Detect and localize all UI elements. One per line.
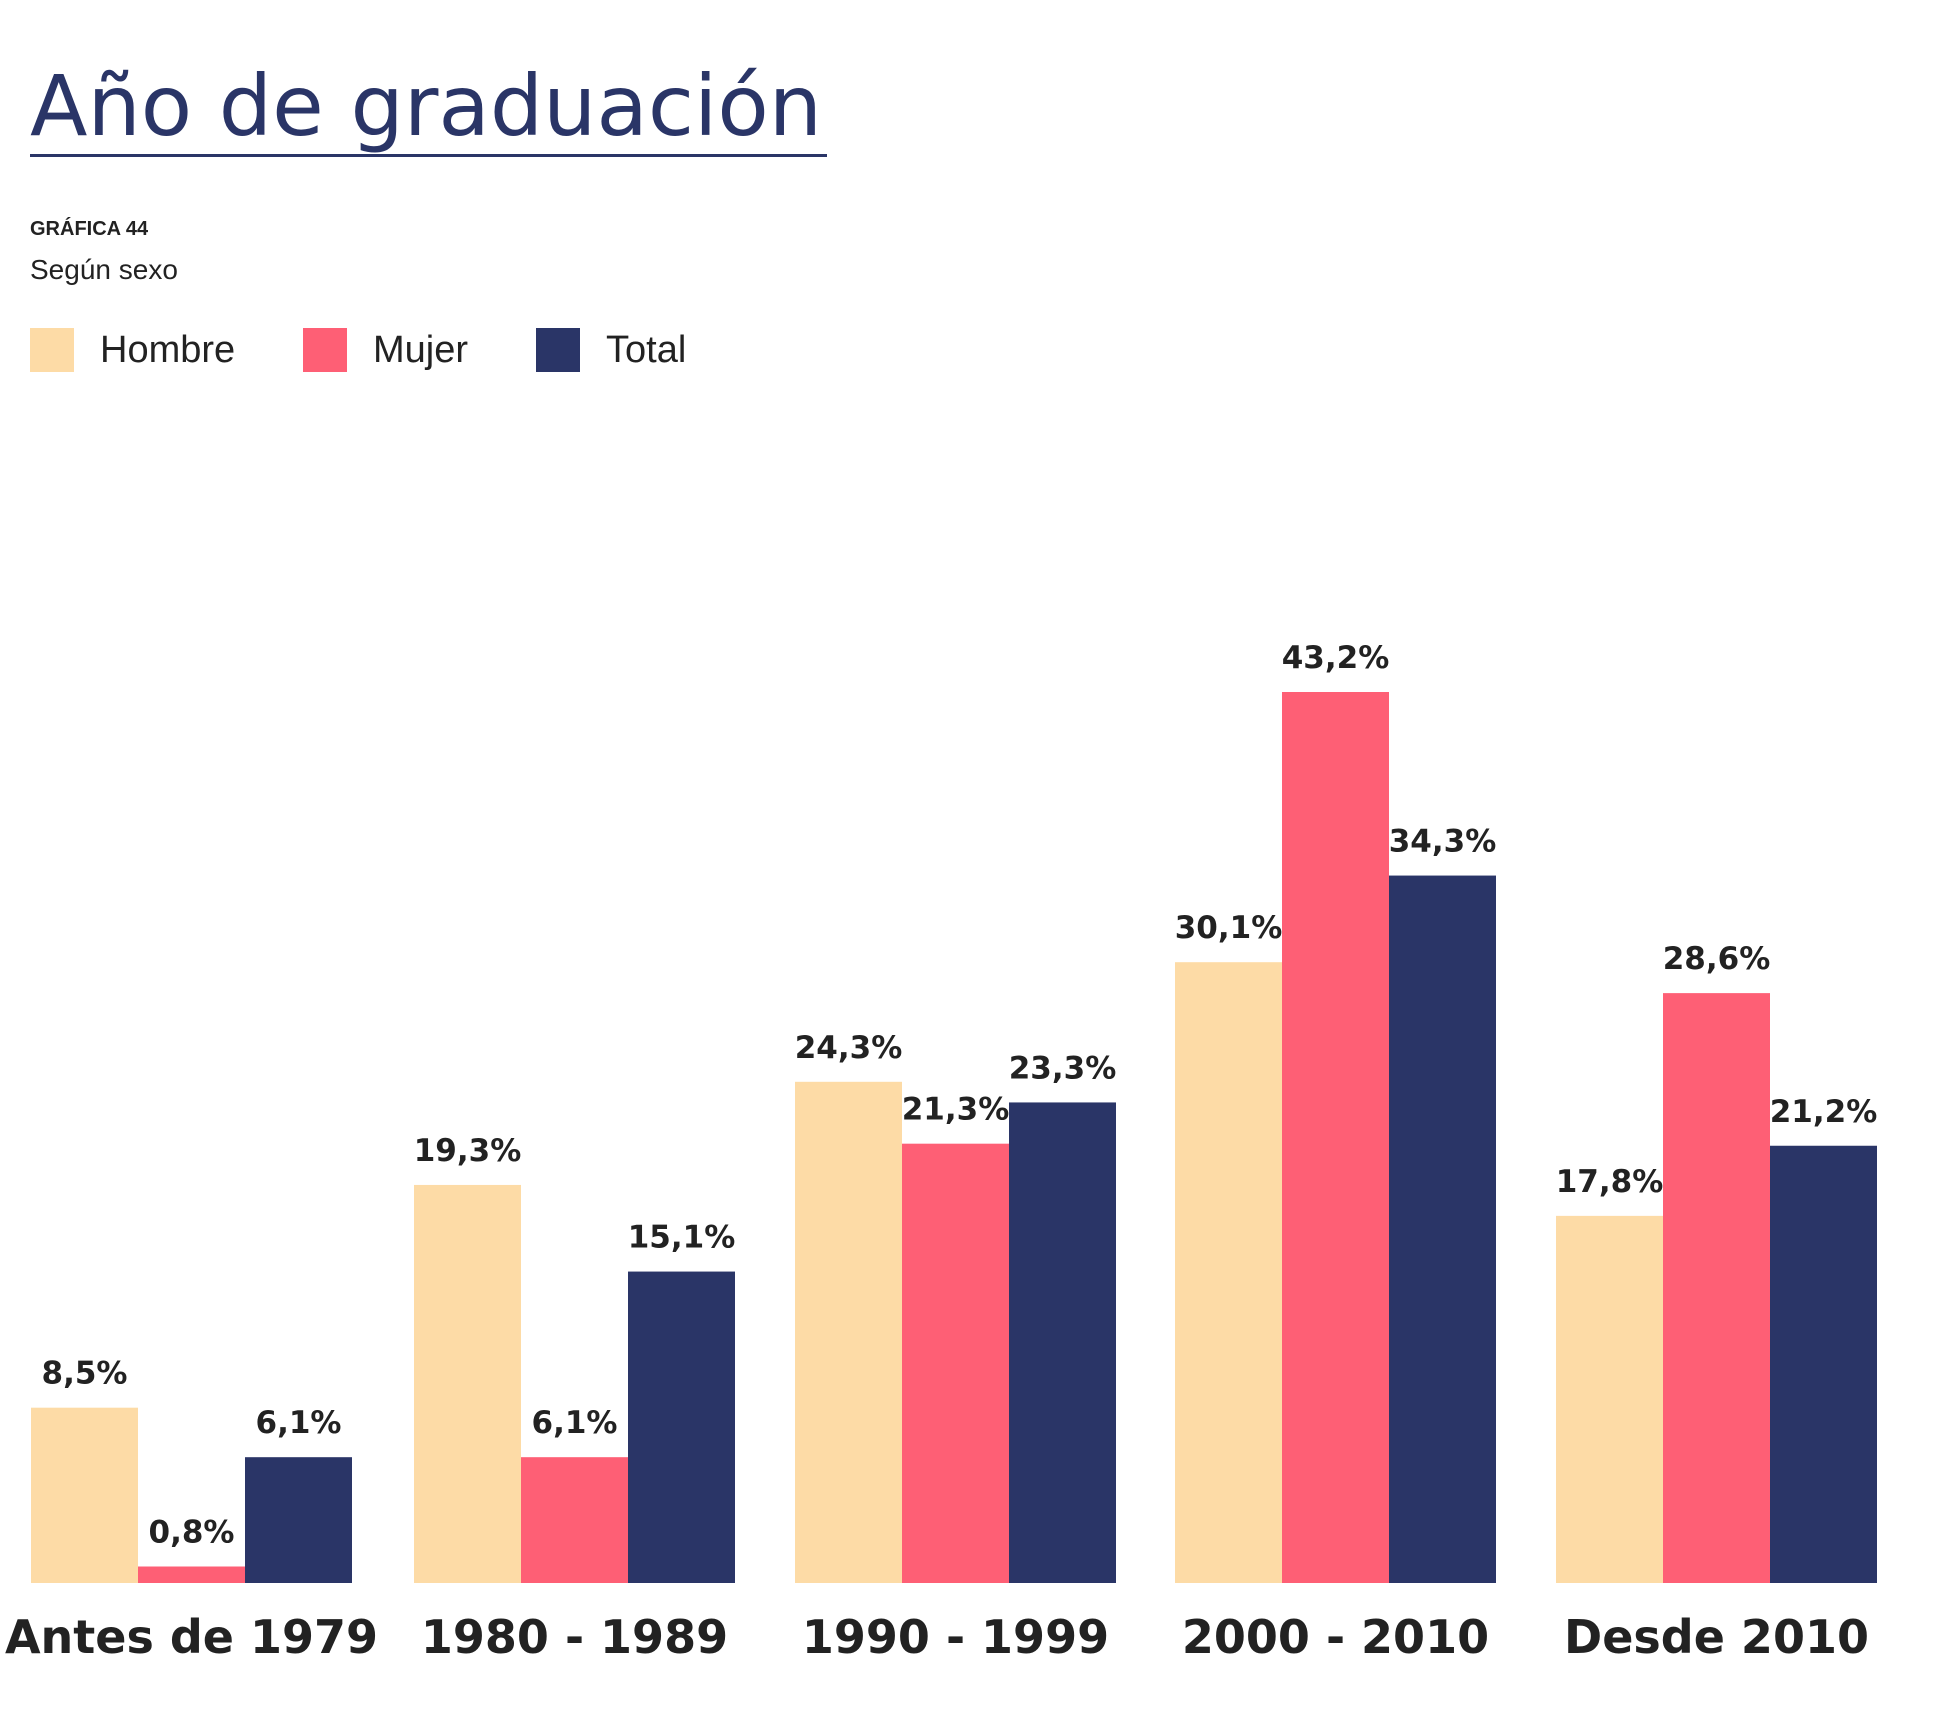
- bar-mujer-2000-2010: [1282, 692, 1389, 1583]
- bar-mujer-antes-de-1979: [138, 1566, 245, 1583]
- data-label-total-2000-2010: 34,3%: [1389, 824, 1497, 860]
- bar-hombre-1990-1999: [795, 1081, 902, 1583]
- data-label-total-antes-de-1979: 6,1%: [256, 1405, 342, 1441]
- chart-subtitle: Según sexo: [30, 254, 178, 285]
- bar-mujer-1990-1999: [902, 1143, 1009, 1583]
- legend-label-mujer: Mujer: [373, 329, 469, 371]
- bar-total-1990-1999: [1009, 1102, 1116, 1583]
- x-tick-label-antes-de-1979: Antes de 1979: [5, 1610, 378, 1664]
- bar-hombre-1980-1989: [414, 1184, 521, 1583]
- bar-total-desde-2010: [1770, 1145, 1877, 1583]
- title-underline: [30, 154, 827, 157]
- chart-number-label: GRÁFICA 44: [30, 218, 149, 240]
- data-label-mujer-2000-2010: 43,2%: [1282, 640, 1390, 676]
- bar-total-antes-de-1979: [245, 1457, 352, 1583]
- data-label-total-desde-2010: 21,2%: [1770, 1094, 1878, 1130]
- data-label-hombre-desde-2010: 17,8%: [1556, 1164, 1664, 1200]
- data-label-hombre-1980-1989: 19,3%: [414, 1133, 522, 1169]
- bar-total-1980-1989: [628, 1271, 735, 1583]
- legend-swatch-mujer: [303, 328, 347, 372]
- data-label-total-1980-1989: 15,1%: [628, 1220, 736, 1256]
- data-label-total-1990-1999: 23,3%: [1009, 1050, 1117, 1086]
- legend-label-hombre: Hombre: [100, 329, 236, 371]
- legend-swatch-total: [536, 328, 580, 372]
- bar-hombre-desde-2010: [1556, 1215, 1663, 1583]
- data-label-mujer-1990-1999: 21,3%: [902, 1092, 1010, 1128]
- data-label-mujer-1980-1989: 6,1%: [532, 1405, 618, 1441]
- bar-hombre-antes-de-1979: [31, 1407, 138, 1583]
- bar-total-2000-2010: [1389, 875, 1496, 1583]
- data-label-mujer-desde-2010: 28,6%: [1663, 941, 1771, 977]
- data-label-hombre-1990-1999: 24,3%: [795, 1030, 903, 1066]
- x-tick-label-desde-2010: Desde 2010: [1564, 1610, 1869, 1664]
- x-tick-label-2000-2010: 2000 - 2010: [1182, 1610, 1489, 1664]
- x-tick-label-1980-1989: 1980 - 1989: [421, 1610, 728, 1664]
- legend-label-total: Total: [606, 329, 687, 371]
- page-title: Año de graduación: [30, 57, 823, 155]
- bar-mujer-1980-1989: [521, 1457, 628, 1583]
- data-label-mujer-antes-de-1979: 0,8%: [149, 1515, 235, 1551]
- data-label-hombre-antes-de-1979: 8,5%: [42, 1356, 128, 1392]
- x-tick-label-1990-1999: 1990 - 1999: [802, 1610, 1109, 1664]
- legend-swatch-hombre: [30, 328, 74, 372]
- bar-mujer-desde-2010: [1663, 993, 1770, 1583]
- bar-hombre-2000-2010: [1175, 962, 1282, 1583]
- data-label-hombre-2000-2010: 30,1%: [1175, 910, 1283, 946]
